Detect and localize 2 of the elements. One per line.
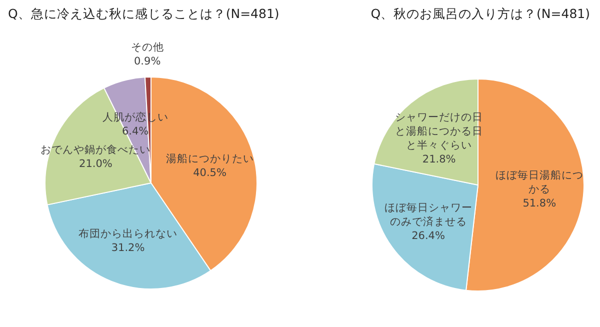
chart-title: Q、秋のお風呂の入り方は？(N=481) xyxy=(370,6,590,21)
chart-title: Q、急に冷え込む秋に感じることは？(N=481) xyxy=(8,6,280,21)
